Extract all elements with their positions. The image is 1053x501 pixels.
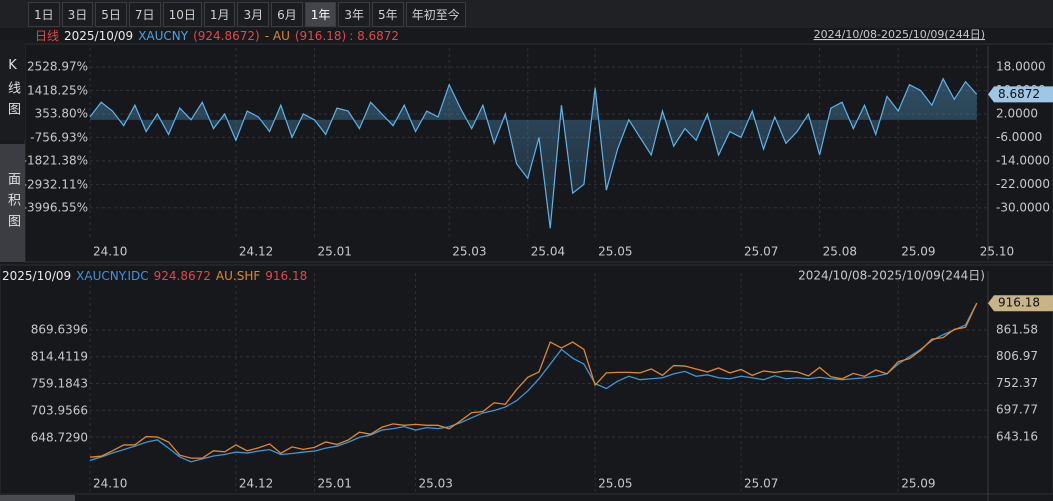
side-tab[interactable]: K线图 [0, 40, 25, 140]
period-button[interactable]: 5日 [95, 1, 127, 27]
header-b-name: - AU [265, 29, 290, 43]
y2-tick-label: -1821.38% [23, 154, 88, 168]
y2-tick-label: 2528.97% [27, 60, 88, 74]
y-tick-label: 18.0000 [996, 60, 1046, 74]
y2-tick-label: 703.9566 [31, 404, 88, 418]
last-value-tag [988, 86, 1053, 103]
top-range: 2024/10/08-2025/10/09(244日) [814, 28, 985, 41]
x-tick-label: 25.01 [318, 245, 352, 259]
y2-tick-label: 353.80% [35, 107, 88, 121]
top-panel [24, 43, 1053, 263]
period-button[interactable]: 7日 [128, 1, 161, 27]
y2-tick-label: 869.6396 [31, 323, 88, 337]
scrollbar [0, 495, 75, 501]
y-tick-label: 752.37 [996, 376, 1038, 390]
x-tick-label: 25.05 [598, 477, 632, 491]
side-tab[interactable]: 面积图 [0, 144, 25, 262]
y2-tick-label: 814.4119 [31, 350, 88, 364]
x-tick-label: 25.09 [901, 245, 935, 259]
y-tick-label: -22.0000 [996, 177, 1050, 191]
y-tick-label: -30.0000 [996, 200, 1050, 214]
y-tick-label: 2.0000 [996, 106, 1038, 120]
area-fill [90, 78, 977, 229]
y2-tick-label: 759.1843 [31, 377, 88, 391]
period-button[interactable]: 1月 [203, 1, 236, 27]
y-tick-label: -6.0000 [996, 130, 1042, 144]
y-tick-label: 861.58 [996, 322, 1038, 336]
legend-b-value: 916.18 [265, 269, 307, 283]
x-tick-label: 25.07 [744, 245, 778, 259]
last-value-label: 8.6872 [998, 87, 1040, 101]
period-button[interactable]: 年初至今 [405, 1, 466, 27]
legend-b: AU.SHF [216, 269, 260, 283]
y2-tick-label: -756.93% [30, 131, 88, 145]
header-b-value: (916.18) [295, 29, 346, 43]
period-button[interactable]: 1年 [304, 1, 337, 27]
y-tick-label: 697.77 [996, 403, 1038, 417]
last-value-label: 916.18 [998, 296, 1040, 310]
x-tick-label: 25.07 [744, 477, 778, 491]
x-tick-label: 25.04 [531, 245, 565, 259]
y2-tick-label: -3996.55% [23, 201, 88, 215]
header-a-value: (924.8672) [193, 29, 260, 43]
y-tick-label: 806.97 [996, 349, 1038, 363]
header-label: 日线 [35, 29, 59, 43]
bottom-header: 2025/10/09 XAUCNY.IDC 924.8672 AU.SHF 916.18 [2, 269, 307, 283]
period-button[interactable]: 5年 [372, 1, 404, 27]
last-value-tag [988, 295, 1053, 312]
y-tick-label: 643.16 [996, 430, 1038, 444]
header-diff: : 8.6872 [349, 29, 399, 43]
y2-tick-label: 648.7290 [31, 431, 88, 445]
y2-tick-label: -2932.11% [23, 178, 88, 192]
y-tick-label: -14.0000 [996, 153, 1050, 167]
y2-tick-label: 1418.25% [27, 84, 88, 98]
x-tick-label: 24.12 [239, 245, 273, 259]
x-tick-label: 25.10 [980, 245, 1014, 259]
period-button[interactable]: 3日 [61, 1, 94, 27]
period-button[interactable]: 6月 [271, 1, 303, 27]
x-tick-label: 25.01 [318, 477, 352, 491]
series-line [89, 302, 978, 463]
period-button[interactable]: 3月 [237, 1, 270, 27]
header-a-name: XAUCNY [138, 29, 189, 43]
bottom-range: 2024/10/08-2025/10/09(244日) [798, 269, 985, 283]
x-tick-label: 25.05 [598, 245, 632, 259]
legend-a-value: 924.8672 [154, 269, 211, 283]
x-tick-label: 25.09 [901, 477, 935, 491]
series-line [89, 302, 978, 459]
x-tick-label: 24.10 [93, 477, 127, 491]
x-tick-label: 24.12 [239, 477, 273, 491]
area-line [89, 77, 978, 229]
side-tabs: K线图面积图 [0, 40, 25, 262]
x-tick-label: 25.08 [823, 245, 857, 259]
x-tick-label: 24.10 [93, 245, 127, 259]
period-button[interactable]: 3年 [338, 1, 371, 27]
x-tick-label: 25.03 [419, 477, 453, 491]
x-tick-label: 25.03 [452, 245, 486, 259]
period-button[interactable]: 1日 [28, 1, 60, 27]
period-button[interactable]: 10日 [162, 1, 202, 27]
period-toolbar: 1日 3日 5日 7日 10日 1月 3月 6月 1年 3年 5年 年初至今 [0, 0, 1053, 28]
legend-a: XAUCNY.IDC [76, 269, 148, 283]
header-date: 2025/10/09 [64, 29, 133, 43]
header-date: 2025/10/09 [2, 269, 71, 283]
top-header: 日线 2025/10/09 XAUCNY (924.8672) - AU (916.18)… [35, 29, 399, 43]
